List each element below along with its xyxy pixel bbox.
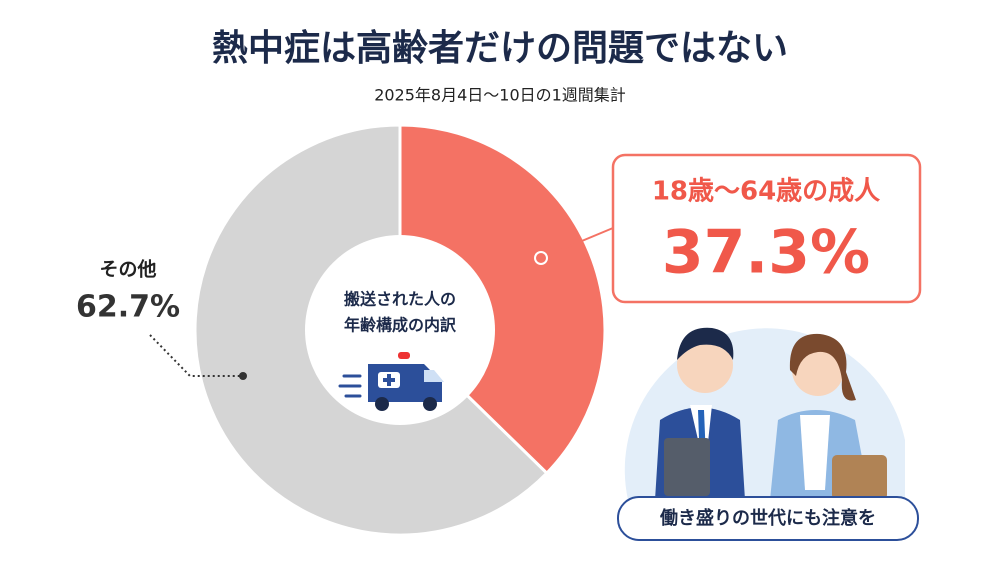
category-label: 18歳～64歳の成人	[652, 177, 880, 207]
value-label: 37.3%	[662, 218, 870, 288]
value-label: 62.7%	[76, 290, 180, 325]
banner-text: 働き盛りの世代にも注意を	[659, 507, 876, 529]
callout-box	[611, 153, 922, 304]
callout-line	[540, 227, 614, 259]
chart-subtitle: 2025年8月4日～10日の1週間集計	[374, 86, 626, 105]
leader-dot	[239, 372, 247, 380]
chart-title: 熱中症は高齢者だけの問題ではない	[212, 28, 788, 69]
category-label: その他	[99, 258, 156, 281]
ambulance-icon	[338, 352, 444, 411]
pie-slice	[398, 123, 607, 476]
callout-dot	[534, 251, 548, 265]
center-label: 年齢構成の内訳	[344, 316, 457, 335]
center-label: 搬送された人の	[344, 290, 456, 309]
banner-box	[617, 496, 919, 541]
people-illustration	[624, 327, 905, 500]
